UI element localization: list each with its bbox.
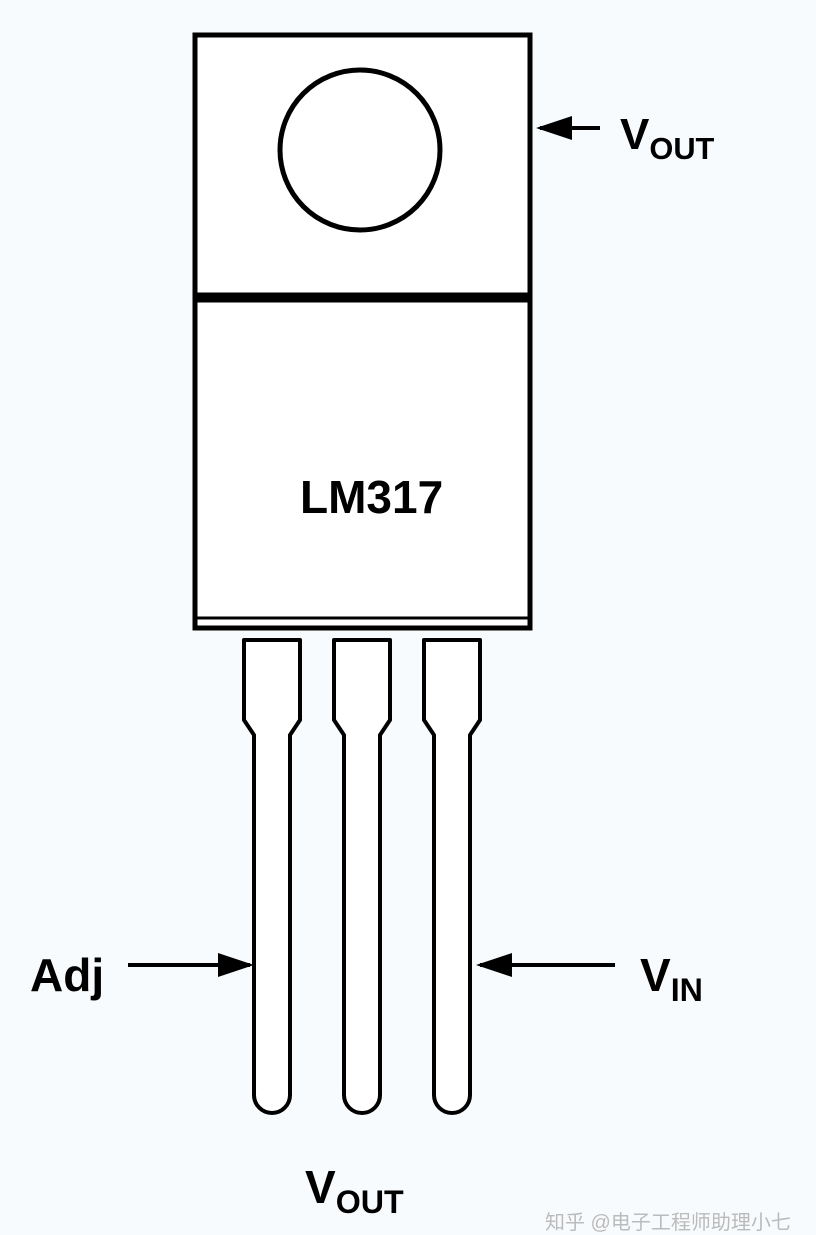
pinout-diagram [0,0,816,1226]
label-adj: Adj [30,948,104,1002]
label-vout-pin: VOUT [305,1160,404,1221]
label-vin-sub: IN [671,972,703,1008]
watermark-text: 知乎 @电子工程师助理小七 [545,1212,791,1234]
label-vin: VIN [640,948,703,1009]
label-adj-main: Adj [30,949,104,1001]
label-vout-pin-sub: OUT [336,1184,404,1220]
label-vout-tab-main: V [620,110,649,159]
label-vout-tab: VOUT [620,110,714,167]
label-vin-main: V [640,949,671,1001]
label-vout-pin-main: V [305,1161,336,1213]
label-vout-tab-sub: OUT [649,131,714,166]
part-label: LM317 [300,470,443,524]
part-label-text: LM317 [300,471,443,523]
watermark: 知乎 @电子工程师助理小七 [545,1206,791,1235]
